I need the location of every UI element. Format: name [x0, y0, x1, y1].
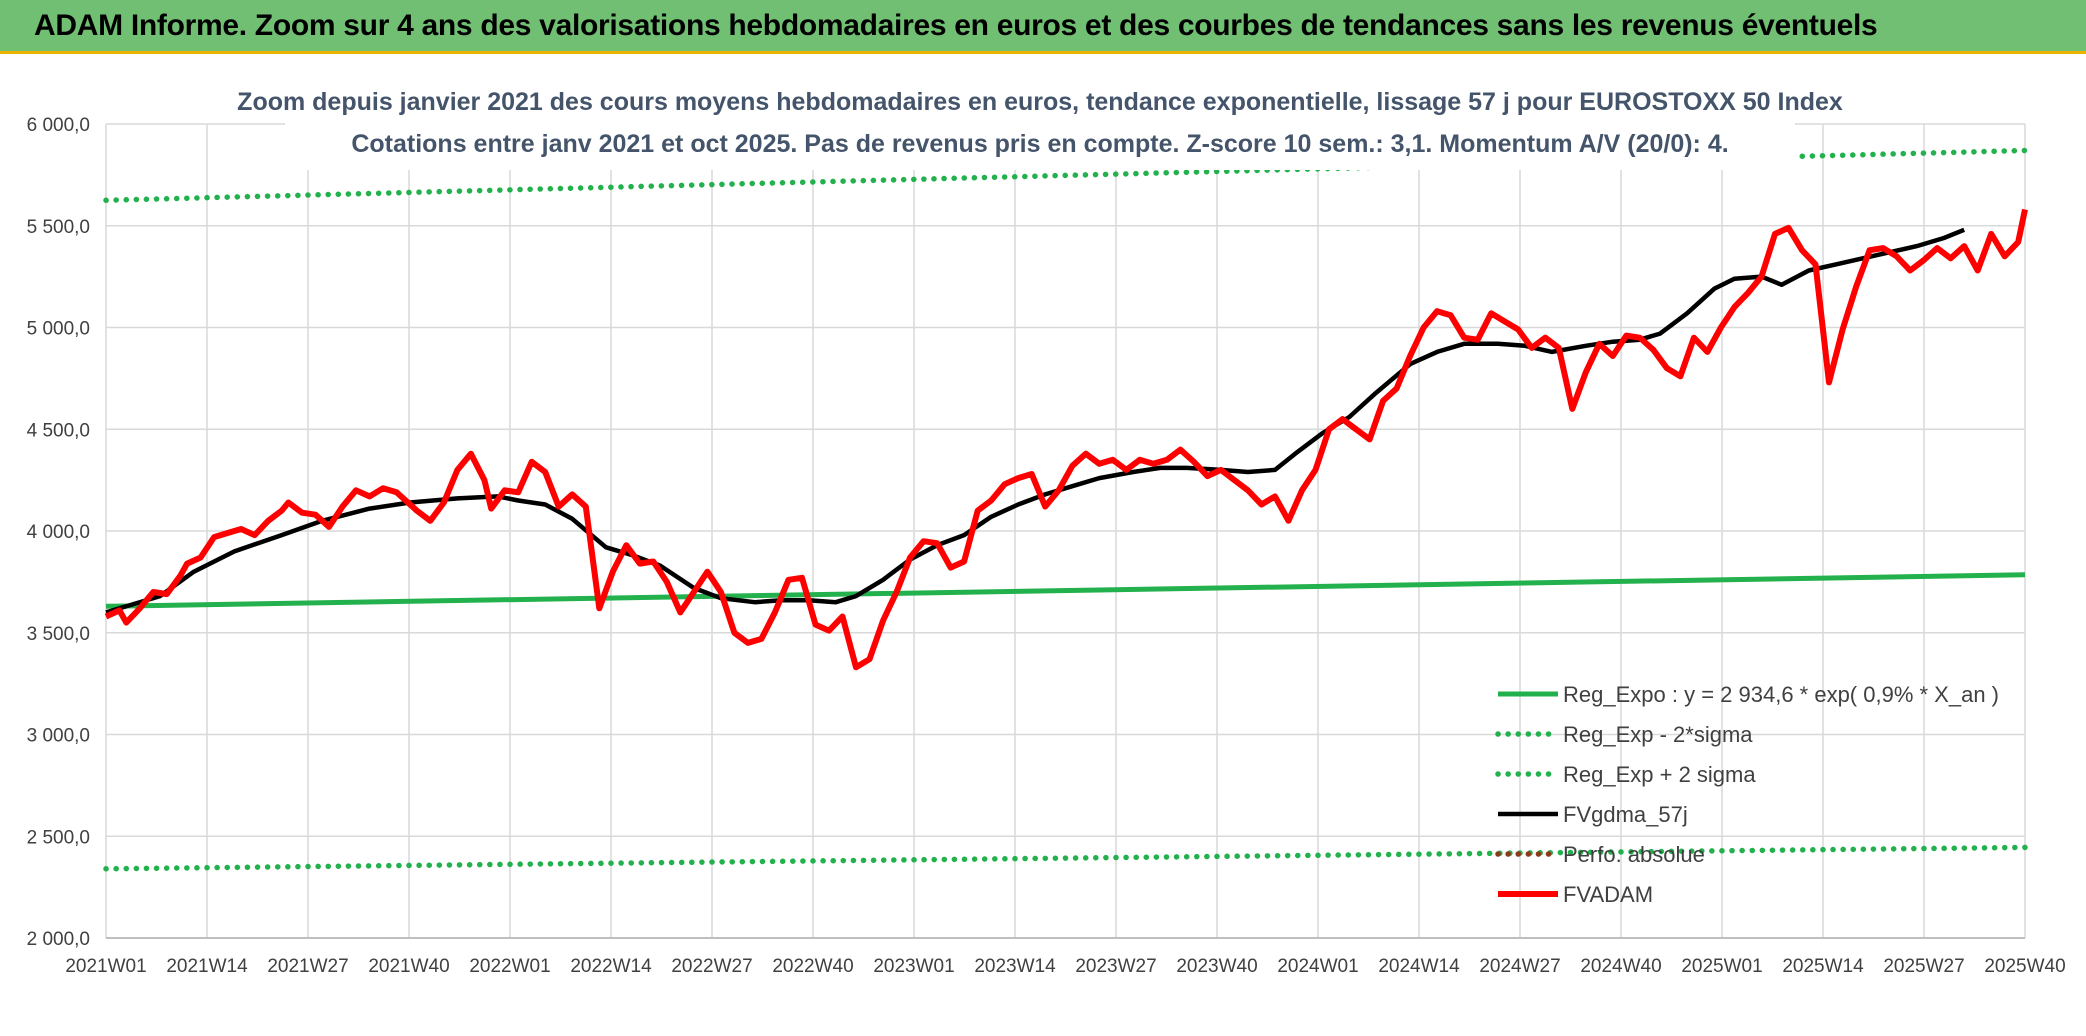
y-tick-label: 5 000,0: [27, 319, 90, 340]
y-tick-label: 4 000,0: [27, 522, 90, 543]
x-tick-label: 2024W40: [1580, 956, 1661, 977]
series-line-1: [103, 844, 2028, 872]
legend-label: FVADAM: [1563, 882, 1653, 907]
line-chart: 2 000,0 2 500,0 3 000,0 3 500,0 4 000,0 4 500…: [27, 80, 2066, 977]
x-tick-label: 2023W14: [974, 956, 1056, 977]
series-line-3: [105, 227, 1966, 615]
chart-grid: [105, 123, 2026, 939]
legend-label: Perfo. absolue: [1563, 842, 1705, 867]
x-tick-label: 2024W01: [1277, 956, 1358, 977]
x-tick-label: 2024W27: [1479, 956, 1560, 977]
x-tick-label: 2021W14: [166, 956, 248, 977]
x-tick-label: 2025W14: [1782, 956, 1864, 977]
y-tick-label: 3 500,0: [27, 624, 90, 645]
x-tick-label: 2021W40: [368, 956, 449, 977]
legend-label: Reg_Exp - 2*sigma: [1563, 722, 1753, 747]
series-line-5: [104, 208, 2028, 671]
y-tick-label: 4 500,0: [27, 420, 90, 441]
x-tick-label: 2025W01: [1681, 956, 1762, 977]
chart-axes: 2 000,0 2 500,0 3 000,0 3 500,0 4 000,0 4 500…: [27, 115, 2066, 977]
x-tick-label: 2023W27: [1075, 956, 1156, 977]
chart-series: [103, 147, 2028, 872]
series-line-2: [103, 147, 2028, 204]
y-tick-label: 2 500,0: [27, 827, 90, 848]
x-tick-label: 2022W14: [570, 956, 652, 977]
y-tick-label: 3 000,0: [27, 726, 90, 747]
x-tick-label: 2021W27: [267, 956, 348, 977]
y-tick-label: 6 000,0: [27, 115, 90, 136]
chart-legend: Reg_Expo : y = 2 934,6 * exp( 0,9% * X_a…: [1495, 682, 1999, 907]
chart-subtitle: Cotations entre janv 2021 et oct 2025. P…: [351, 130, 1728, 158]
x-tick-label: 2023W40: [1176, 956, 1257, 977]
x-tick-label: 2025W27: [1883, 956, 1964, 977]
series-line-0: [105, 572, 2026, 609]
report-title: ADAM Informe. Zoom sur 4 ans des valoris…: [34, 9, 1878, 42]
legend-label: Reg_Exp + 2 sigma: [1563, 762, 1756, 787]
report-banner: ADAM Informe. Zoom sur 4 ans des valoris…: [0, 0, 2086, 54]
x-tick-label: 2023W01: [873, 956, 954, 977]
x-tick-label: 2021W01: [65, 956, 146, 977]
x-tick-label: 2024W14: [1378, 956, 1460, 977]
title-background: [285, 80, 1795, 170]
chart-area: 2 000,0 2 500,0 3 000,0 3 500,0 4 000,0 4 500…: [0, 54, 2086, 1031]
x-tick-label: 2025W40: [1984, 956, 2065, 977]
x-tick-label: 2022W40: [772, 956, 853, 977]
y-tick-label: 5 500,0: [27, 217, 90, 238]
x-tick-label: 2022W01: [469, 956, 550, 977]
legend-label: Reg_Expo : y = 2 934,6 * exp( 0,9% * X_a…: [1563, 682, 1999, 707]
chart-title: Zoom depuis janvier 2021 des cours moyen…: [237, 88, 1843, 116]
legend-label: FVgdma_57j: [1563, 802, 1688, 827]
x-tick-label: 2022W27: [671, 956, 752, 977]
y-tick-label: 2 000,0: [27, 929, 90, 950]
